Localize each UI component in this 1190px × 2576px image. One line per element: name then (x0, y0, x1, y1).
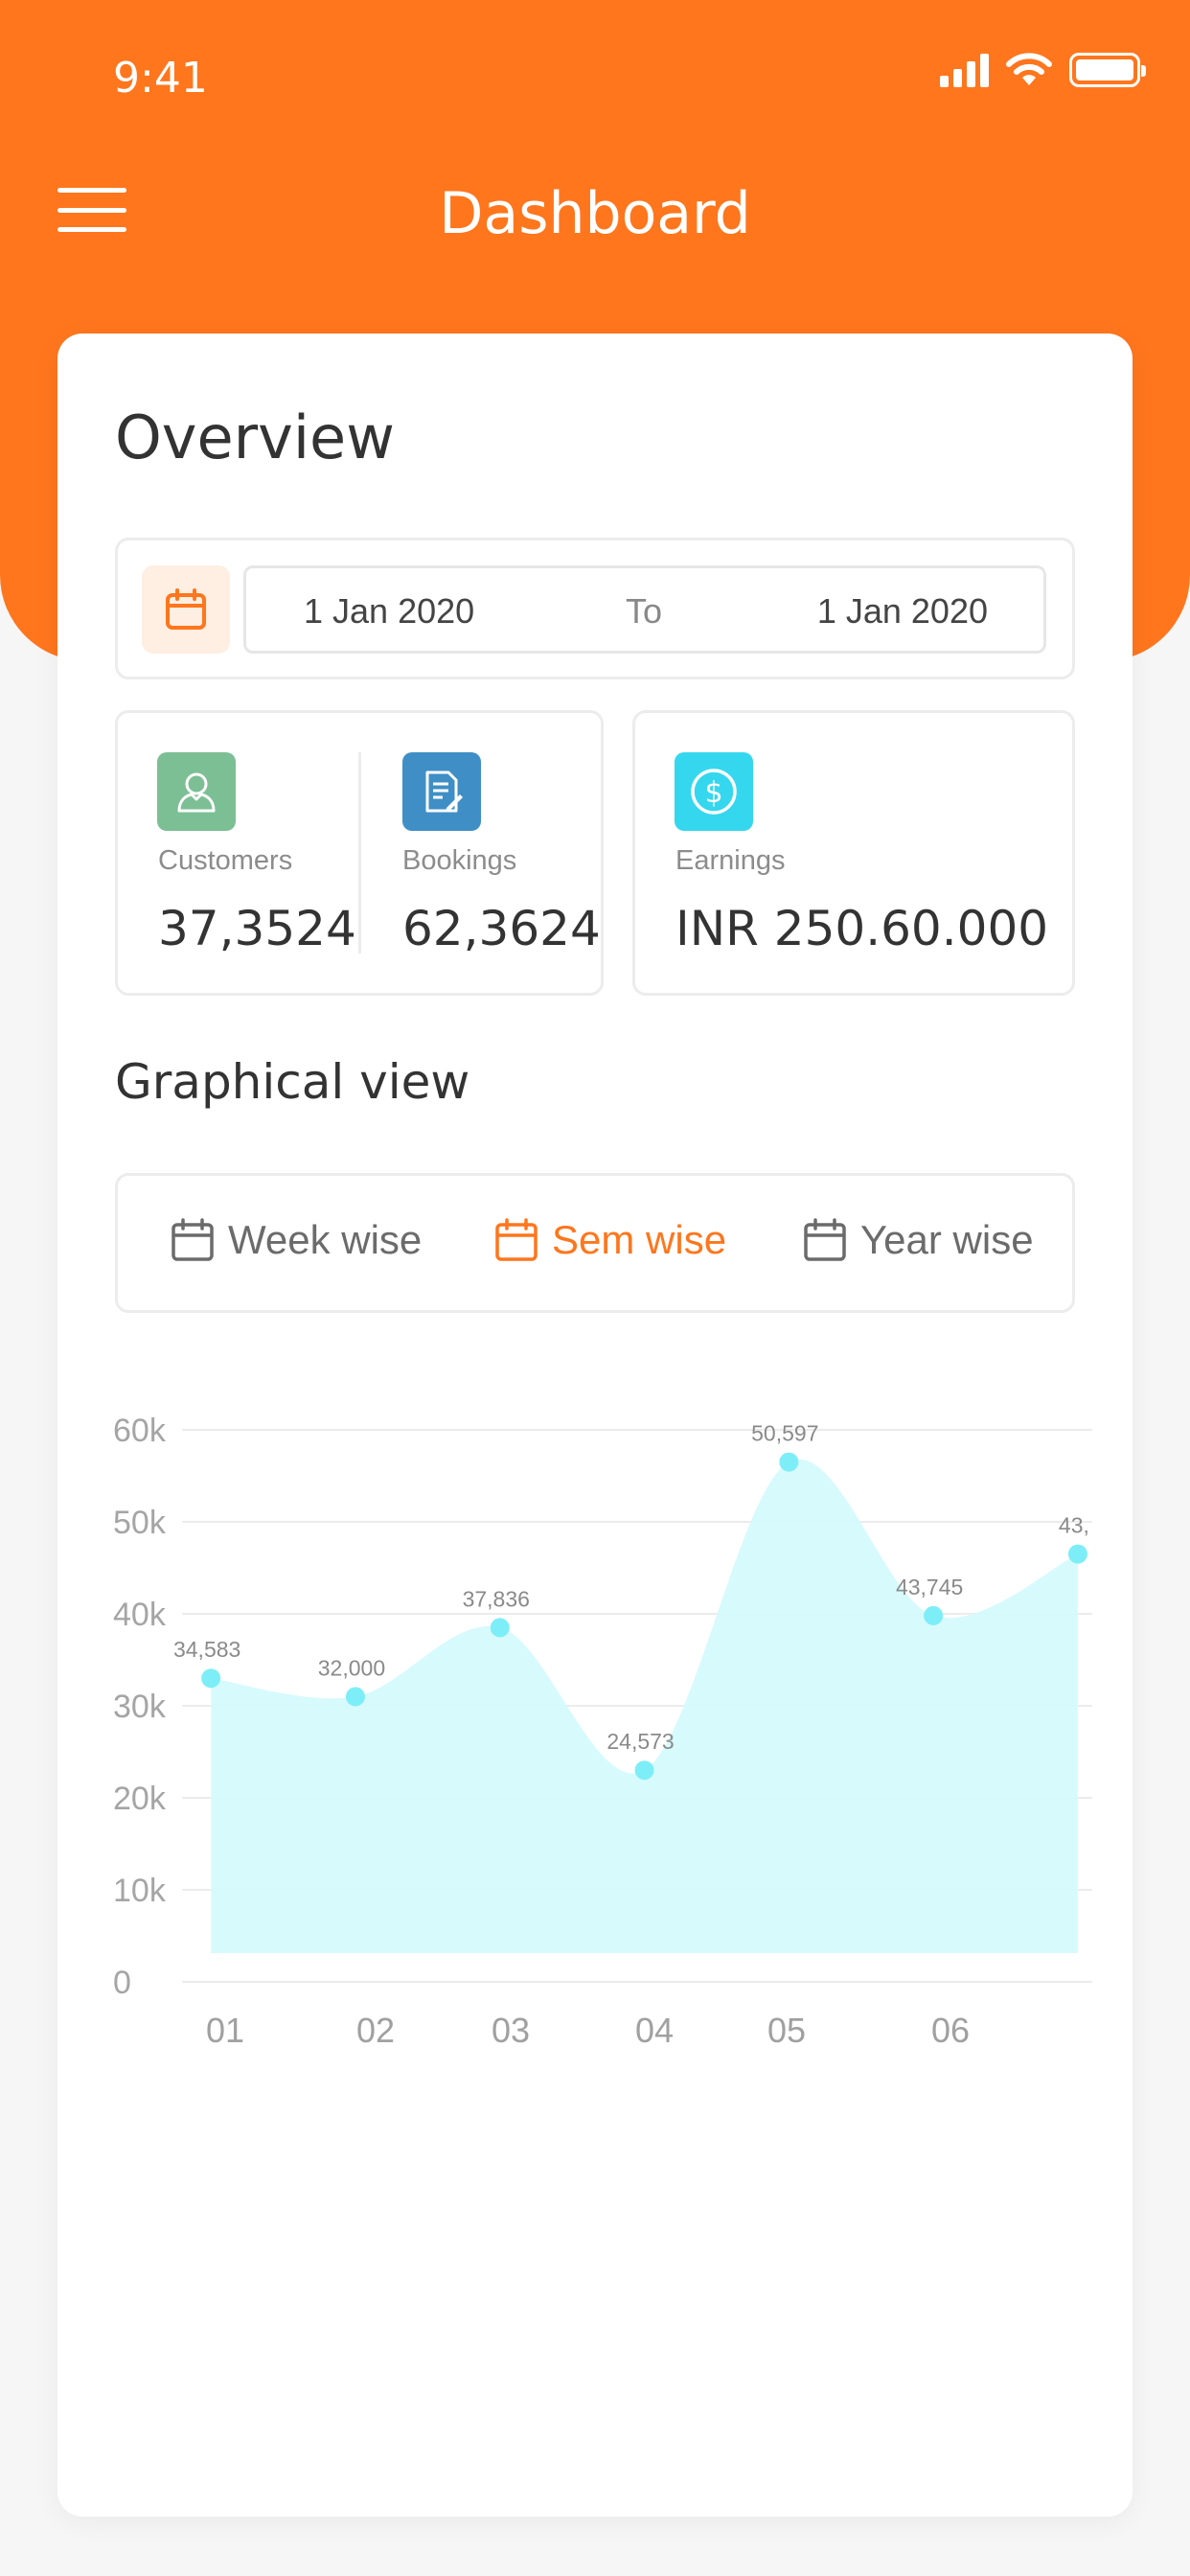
user-icon (157, 752, 236, 831)
x-tick-label: 03 (492, 2011, 530, 2050)
tab-week-wise[interactable]: Week wise (171, 1217, 422, 1263)
calendar-icon (172, 1218, 214, 1261)
earnings-label: Earnings (675, 845, 786, 876)
data-label: 32,000 (318, 1655, 385, 1680)
page-title: Dashboard (439, 180, 751, 247)
data-label: 43, (1059, 1513, 1089, 1538)
tab-sem-wise-label: Sem wise (552, 1217, 727, 1262)
tab-year-wise[interactable]: Year wise (803, 1217, 1034, 1263)
y-tick-label: 10k (113, 1873, 167, 1909)
x-tick-label: 04 (635, 2011, 674, 2050)
y-tick-label: 20k (113, 1781, 167, 1817)
document-icon (402, 752, 481, 831)
tab-year-wise-label: Year wise (860, 1217, 1034, 1262)
data-point (634, 1760, 654, 1781)
status-bar-icons (940, 53, 1146, 87)
x-tick-label: 01 (206, 2011, 244, 2050)
x-tick-label: 05 (767, 2011, 806, 2050)
data-label: 24,573 (606, 1729, 674, 1754)
bookings-label: Bookings (402, 845, 517, 876)
customers-value: 37,3524 (158, 901, 356, 956)
customers-bookings-card (115, 710, 604, 996)
wifi-icon (1006, 53, 1052, 85)
data-point (1067, 1544, 1087, 1564)
data-point (924, 1605, 944, 1625)
data-label: 37,836 (463, 1586, 530, 1611)
tab-sem-wise[interactable]: Sem wise (494, 1217, 726, 1263)
data-point (779, 1452, 799, 1472)
data-label: 34,583 (173, 1637, 240, 1662)
tab-week-wise-label: Week wise (228, 1217, 423, 1262)
date-filter-box (115, 538, 1075, 679)
menu-button[interactable] (57, 188, 126, 232)
bookings-value: 62,3624 (402, 901, 601, 956)
graphical-view-title: Graphical view (115, 1054, 470, 1110)
y-tick-label: 30k (113, 1689, 167, 1725)
chart-area (211, 1459, 1078, 1953)
y-tick-label: 0 (113, 1965, 131, 2001)
date-separator: To (626, 591, 663, 631)
calendar-icon (166, 588, 206, 630)
data-point (490, 1618, 510, 1638)
y-tick-label: 40k (113, 1597, 167, 1633)
earnings-card (632, 710, 1075, 996)
data-point (201, 1668, 221, 1689)
status-time: 9:41 (113, 54, 208, 103)
data-label: 43,745 (896, 1575, 963, 1599)
earnings-value: INR 250.60.000 (675, 901, 1049, 956)
date-picker-button[interactable] (142, 565, 230, 654)
x-tick-label: 02 (356, 2011, 395, 2050)
y-tick-label: 50k (113, 1505, 167, 1541)
signal-icon (940, 53, 989, 87)
x-tick-label: 06 (931, 2011, 970, 2050)
calendar-icon (495, 1218, 538, 1261)
dashboard-card (57, 334, 1133, 2517)
y-tick-label: 60k (113, 1413, 167, 1449)
date-range-field[interactable]: 1 Jan 2020 To 1 Jan 2020 (243, 565, 1046, 654)
data-point (345, 1687, 365, 1707)
data-label: 50,597 (751, 1421, 818, 1446)
calendar-icon (804, 1218, 846, 1261)
date-to[interactable]: 1 Jan 2020 (816, 591, 988, 631)
dollar-icon: $ (675, 752, 753, 831)
date-from[interactable]: 1 Jan 2020 (304, 591, 475, 631)
stat-divider (358, 752, 361, 954)
battery-icon (1069, 53, 1146, 87)
range-selector-box (115, 1173, 1075, 1313)
customers-label: Customers (158, 845, 293, 876)
svg-text:$: $ (704, 776, 722, 810)
overview-title: Overview (115, 402, 395, 472)
